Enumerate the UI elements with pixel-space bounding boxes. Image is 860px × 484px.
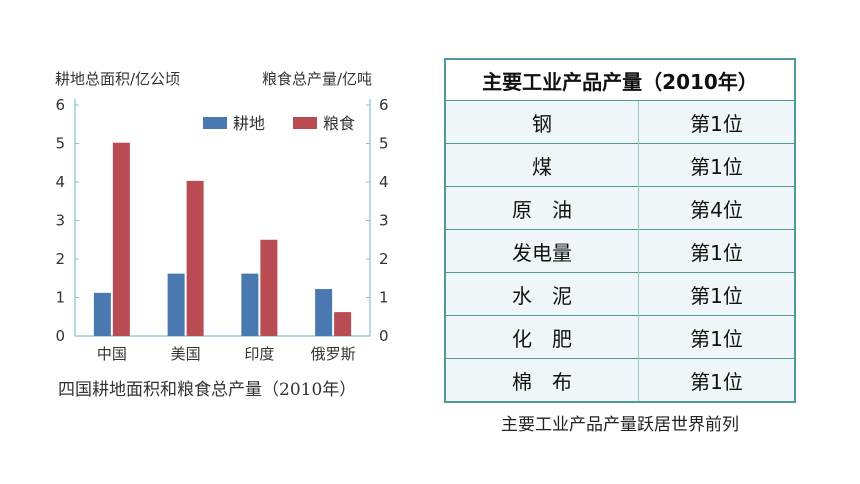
- product-rank: 第4位: [638, 186, 795, 230]
- left-y-tick-label: 1: [55, 289, 65, 307]
- product-rank: 第1位: [638, 143, 795, 187]
- product-name: 原 油: [445, 186, 639, 230]
- product-name: 水 泥: [445, 272, 639, 316]
- table-row: 棉 布 第1位: [445, 358, 795, 402]
- product-rank: 第1位: [638, 100, 795, 144]
- right-y-tick-label: 0: [379, 327, 389, 345]
- bar-grain: [186, 180, 204, 336]
- left-y-tick-label: 0: [55, 327, 65, 345]
- chart-canvas: 0 0 1 1 2 2 3 3 4 4 5 5 6 6 中国 美国 印度 俄罗斯 耕地 粮食: [55, 96, 389, 363]
- product-name: 棉 布: [445, 358, 639, 402]
- right-y-tick-label: 6: [379, 96, 389, 114]
- left-axis-label: 耕地总面积/亿公顷: [55, 70, 181, 88]
- table-header-row: 主要工业产品产量（2010年）: [445, 59, 795, 101]
- bar-farmland: [93, 292, 111, 336]
- product-name: 煤: [445, 143, 639, 187]
- table-row: 发电量 第1位: [445, 229, 795, 273]
- bar-farmland: [315, 289, 333, 336]
- left-y-tick-label: 6: [55, 96, 65, 114]
- left-y-tick-label: 3: [55, 212, 65, 230]
- right-y-tick-label: 4: [379, 173, 389, 191]
- right-axis-label: 粮食总产量/亿吨: [262, 70, 373, 88]
- table-row: 化 肥 第1位: [445, 315, 795, 359]
- bar-chart: 耕地总面积/亿公顷 粮食总产量/亿吨 0 0 1 1 2 2 3 3 4 4 5 5 6 6 中国 美国 印度 俄…: [40, 58, 420, 408]
- bar-farmland: [167, 273, 185, 336]
- right-y-tick-label: 5: [379, 135, 389, 153]
- table-row: 水 泥 第1位: [445, 272, 795, 316]
- table-row: 原 油 第4位: [445, 186, 795, 230]
- product-name: 发电量: [445, 229, 639, 273]
- legend-label: 粮食: [323, 114, 355, 133]
- bar-grain: [260, 239, 278, 336]
- product-rank: 第1位: [638, 229, 795, 273]
- x-tick-label: 俄罗斯: [311, 345, 356, 363]
- product-rank: 第1位: [638, 272, 795, 316]
- right-y-tick-label: 3: [379, 212, 389, 230]
- table-row: 煤 第1位: [445, 143, 795, 187]
- x-tick-label: 美国: [171, 345, 201, 363]
- bar-grain: [112, 142, 130, 336]
- right-y-tick-label: 2: [379, 250, 389, 268]
- product-rank: 第1位: [638, 358, 795, 402]
- legend-swatch: [203, 117, 227, 129]
- left-y-tick-label: 2: [55, 250, 65, 268]
- industrial-products-table: 主要工业产品产量（2010年） 钢 第1位 煤 第1位 原 油 第4位 发电量 …: [444, 58, 796, 403]
- product-name: 化 肥: [445, 315, 639, 359]
- left-y-tick-label: 5: [55, 135, 65, 153]
- legend-swatch: [293, 117, 317, 129]
- bar-farmland: [241, 273, 259, 336]
- product-rank: 第1位: [638, 315, 795, 359]
- chart-caption: 四国耕地面积和粮食总产量（2010年）: [58, 380, 357, 400]
- industrial-products-table-container: 主要工业产品产量（2010年） 钢 第1位 煤 第1位 原 油 第4位 发电量 …: [444, 58, 796, 403]
- table-row: 钢 第1位: [445, 100, 795, 144]
- legend-label: 耕地: [233, 114, 265, 133]
- x-tick-label: 中国: [97, 345, 127, 363]
- left-y-tick-label: 4: [55, 173, 65, 191]
- right-y-tick-label: 1: [379, 289, 389, 307]
- product-name: 钢: [445, 100, 639, 144]
- x-tick-label: 印度: [244, 345, 274, 363]
- table-title: 主要工业产品产量（2010年）: [445, 59, 795, 101]
- table-caption: 主要工业产品产量跃居世界前列: [501, 415, 739, 435]
- bar-grain: [334, 312, 352, 336]
